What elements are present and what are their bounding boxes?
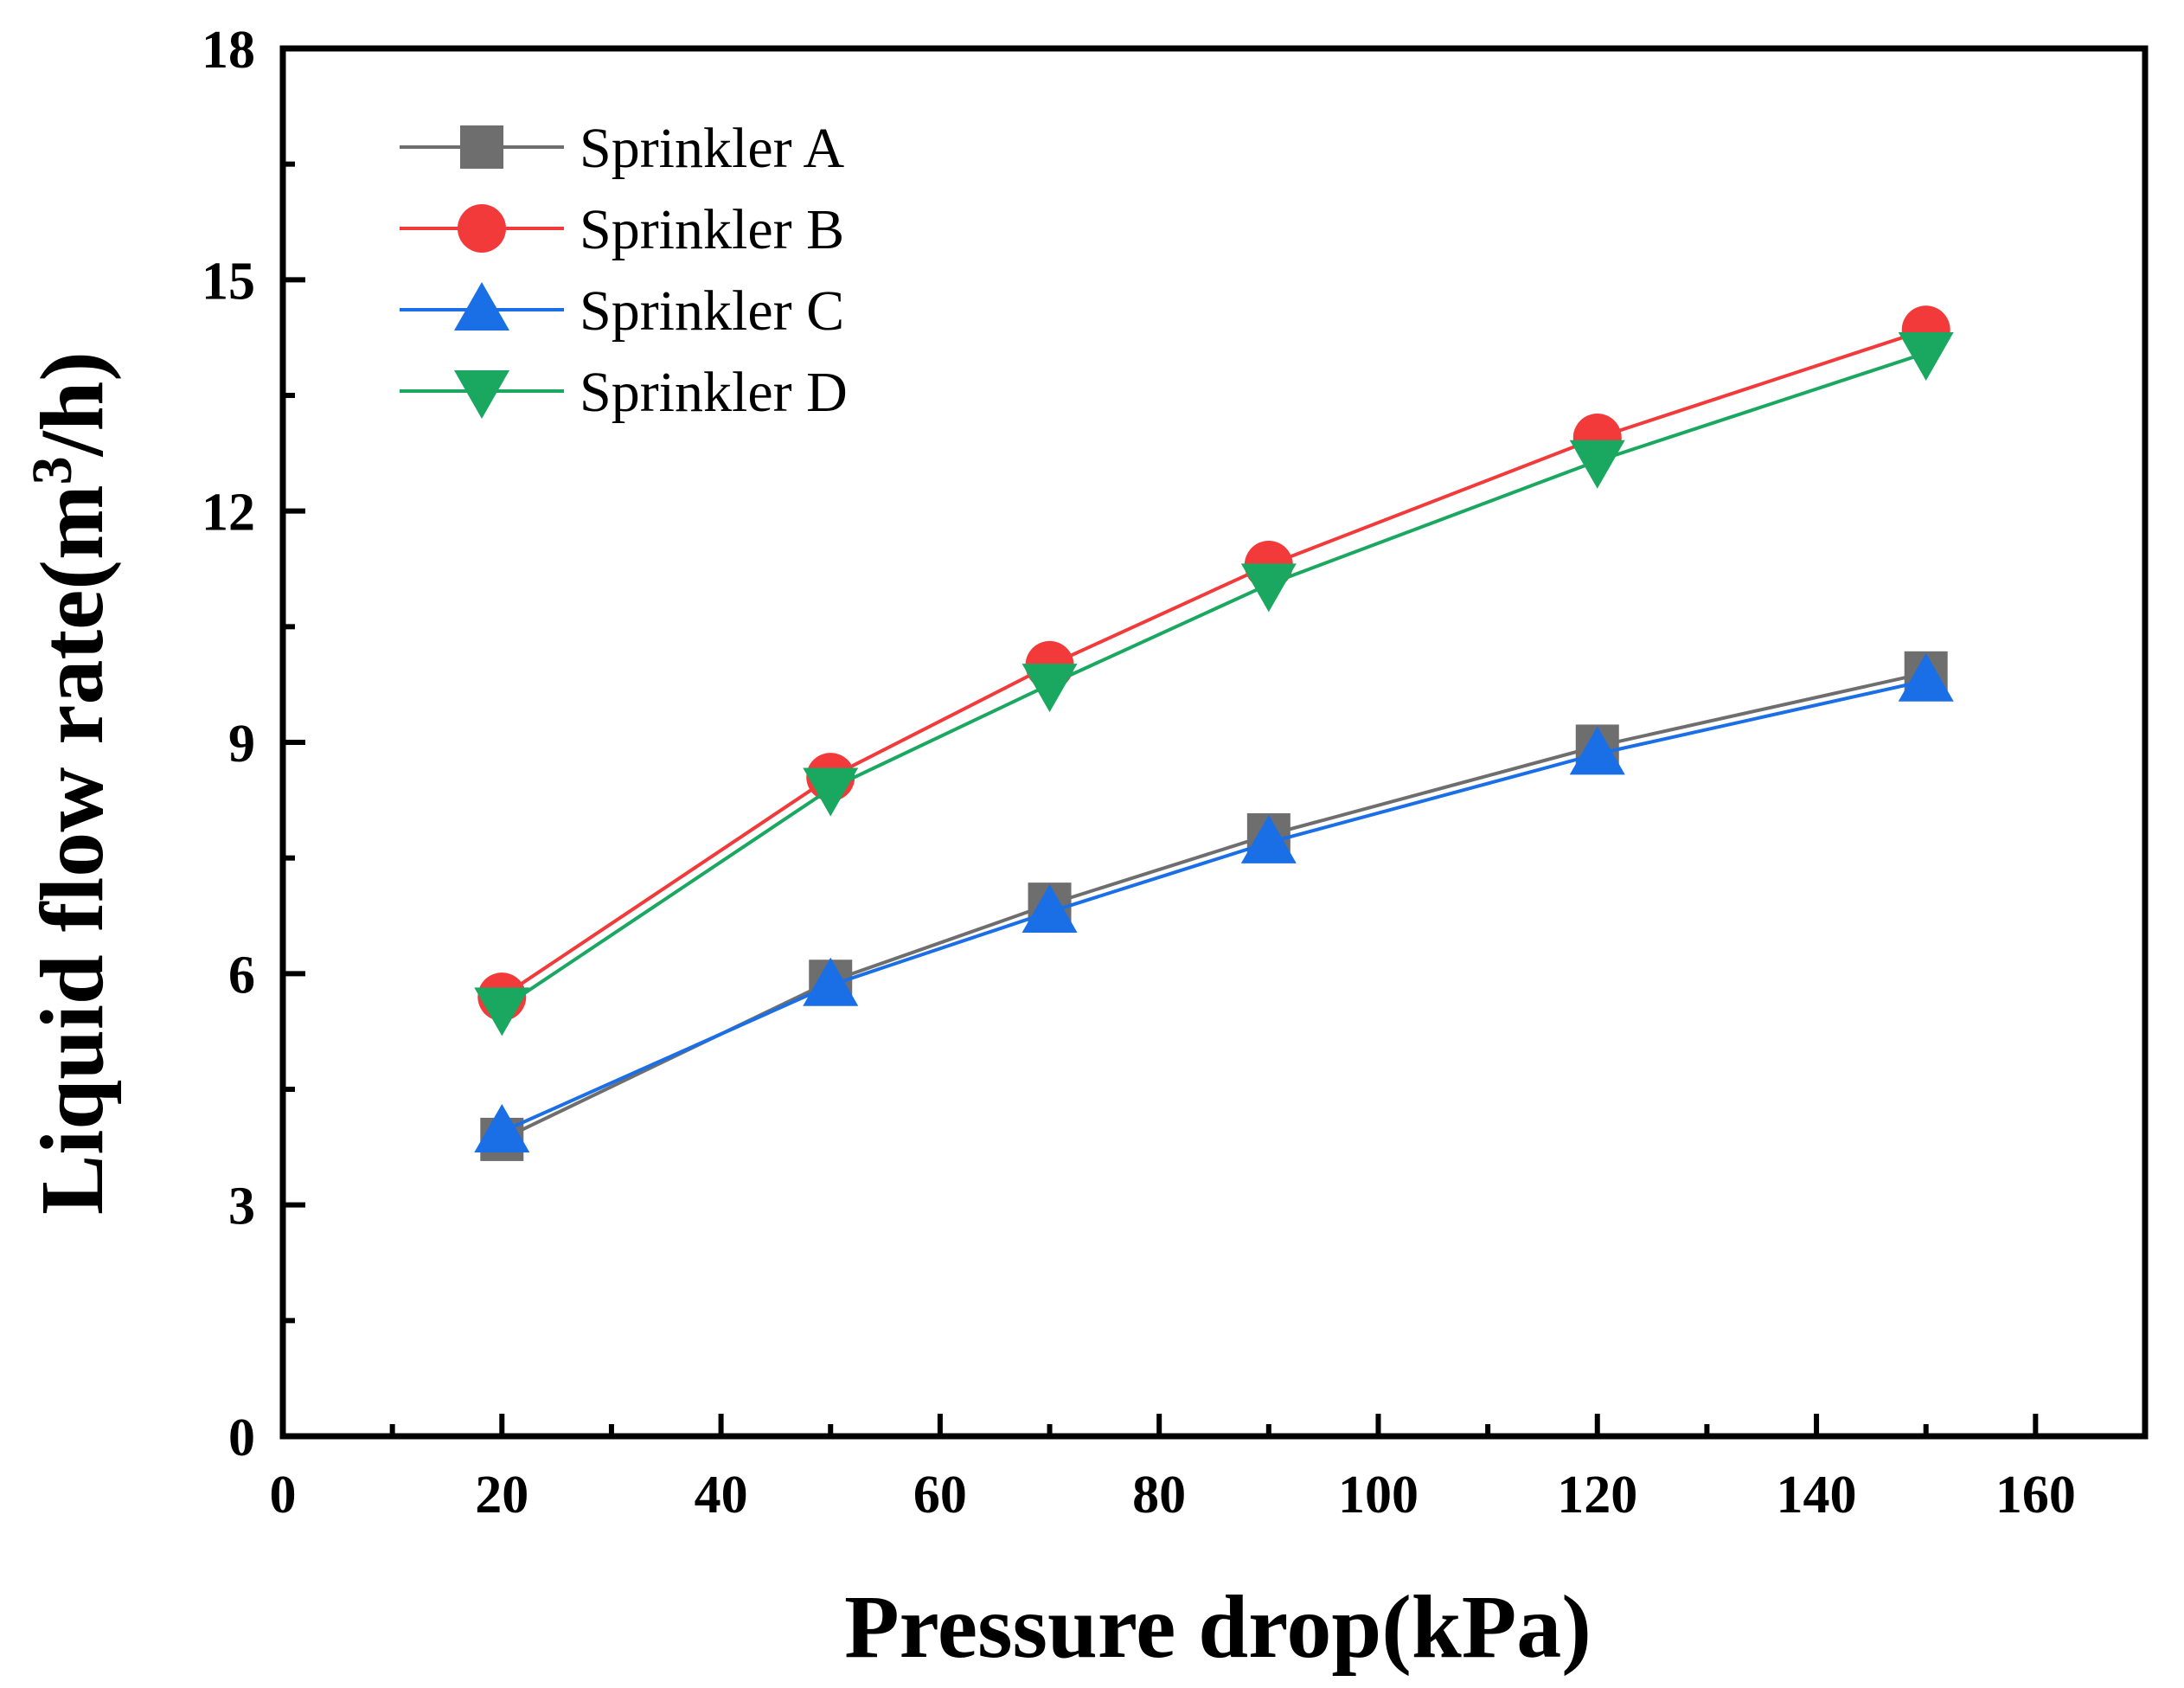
legend-label-sprinkler-d: Sprinkler D: [580, 361, 848, 424]
data-point-sprinkler-c-70: [1022, 884, 1078, 934]
series-sprinkler-d: [474, 331, 1954, 1037]
data-point-sprinkler-c-150: [1898, 652, 1954, 702]
y-tick-label: 6: [228, 946, 255, 1004]
legend-label-sprinkler-b: Sprinkler B: [580, 198, 844, 261]
x-tick-label: 0: [270, 1466, 297, 1524]
x-tick-label: 160: [1995, 1466, 2076, 1524]
series-line-sprinkler-a: [501, 671, 1927, 1141]
legend-item-sprinkler-c: Sprinkler C: [400, 279, 844, 343]
x-tick-label: 80: [1132, 1466, 1186, 1524]
series-sprinkler-c: [474, 652, 1954, 1153]
series-line-sprinkler-c: [501, 678, 1927, 1133]
y-tick-label: 0: [228, 1409, 255, 1467]
y-tick-label: 12: [202, 484, 255, 542]
y-tick-label: 15: [202, 252, 255, 311]
series-layer: [474, 305, 1954, 1161]
y-axis-title: Liquid flow rate(m3/h): [21, 351, 122, 1215]
data-point-sprinkler-c-120: [1569, 726, 1625, 775]
legend: Sprinkler A Sprinkler B Sprinkler C Sprinkl…: [400, 117, 848, 424]
data-point-sprinkler-d-120: [1569, 440, 1625, 489]
x-axis-title: Pressure drop(kPa): [844, 1577, 1592, 1677]
legend-marker-sprinkler-c: [454, 282, 509, 331]
series-line-sprinkler-d: [501, 351, 1927, 1011]
legend-marker-sprinkler-a: [460, 125, 503, 169]
x-tick-label: 100: [1338, 1466, 1419, 1524]
y-tick-label: 18: [202, 21, 255, 80]
series-line-sprinkler-b: [501, 328, 1927, 998]
x-tick-label: 20: [475, 1466, 528, 1524]
data-point-sprinkler-d-90: [1240, 563, 1297, 613]
data-point-sprinkler-d-20: [474, 987, 530, 1037]
y-axis-title-main: Liquid flow rate(m: [22, 485, 122, 1215]
axes-layer: 0 20 40 60 80 100 120 140 160 0 3 6 9 12 15 18: [202, 21, 2149, 1524]
data-point-sprinkler-d-70: [1022, 664, 1078, 713]
legend-marker-sprinkler-d: [454, 370, 509, 419]
legend-label-sprinkler-a: Sprinkler A: [580, 117, 844, 180]
y-tick-label: 3: [228, 1178, 255, 1236]
data-point-sprinkler-d-150: [1898, 331, 1954, 381]
data-point-sprinkler-c-20: [474, 1104, 530, 1153]
data-point-sprinkler-d-50: [803, 767, 859, 817]
y-axis-title-superscript: 3: [21, 456, 84, 485]
x-tick-label: 140: [1777, 1466, 1857, 1524]
x-tick-label: 120: [1557, 1466, 1637, 1524]
x-tick-label: 40: [695, 1466, 748, 1524]
y-axis-title-tail: /h): [22, 351, 122, 458]
y-tick-label: 9: [228, 715, 255, 773]
data-point-sprinkler-c-50: [803, 957, 859, 1006]
legend-marker-sprinkler-b: [458, 204, 506, 253]
legend-item-sprinkler-b: Sprinkler B: [400, 198, 844, 261]
legend-item-sprinkler-d: Sprinkler D: [400, 361, 848, 424]
legend-item-sprinkler-a: Sprinkler A: [400, 117, 844, 180]
legend-label-sprinkler-c: Sprinkler C: [580, 279, 844, 343]
x-tick-label: 60: [913, 1466, 967, 1524]
data-point-sprinkler-c-90: [1240, 814, 1297, 863]
